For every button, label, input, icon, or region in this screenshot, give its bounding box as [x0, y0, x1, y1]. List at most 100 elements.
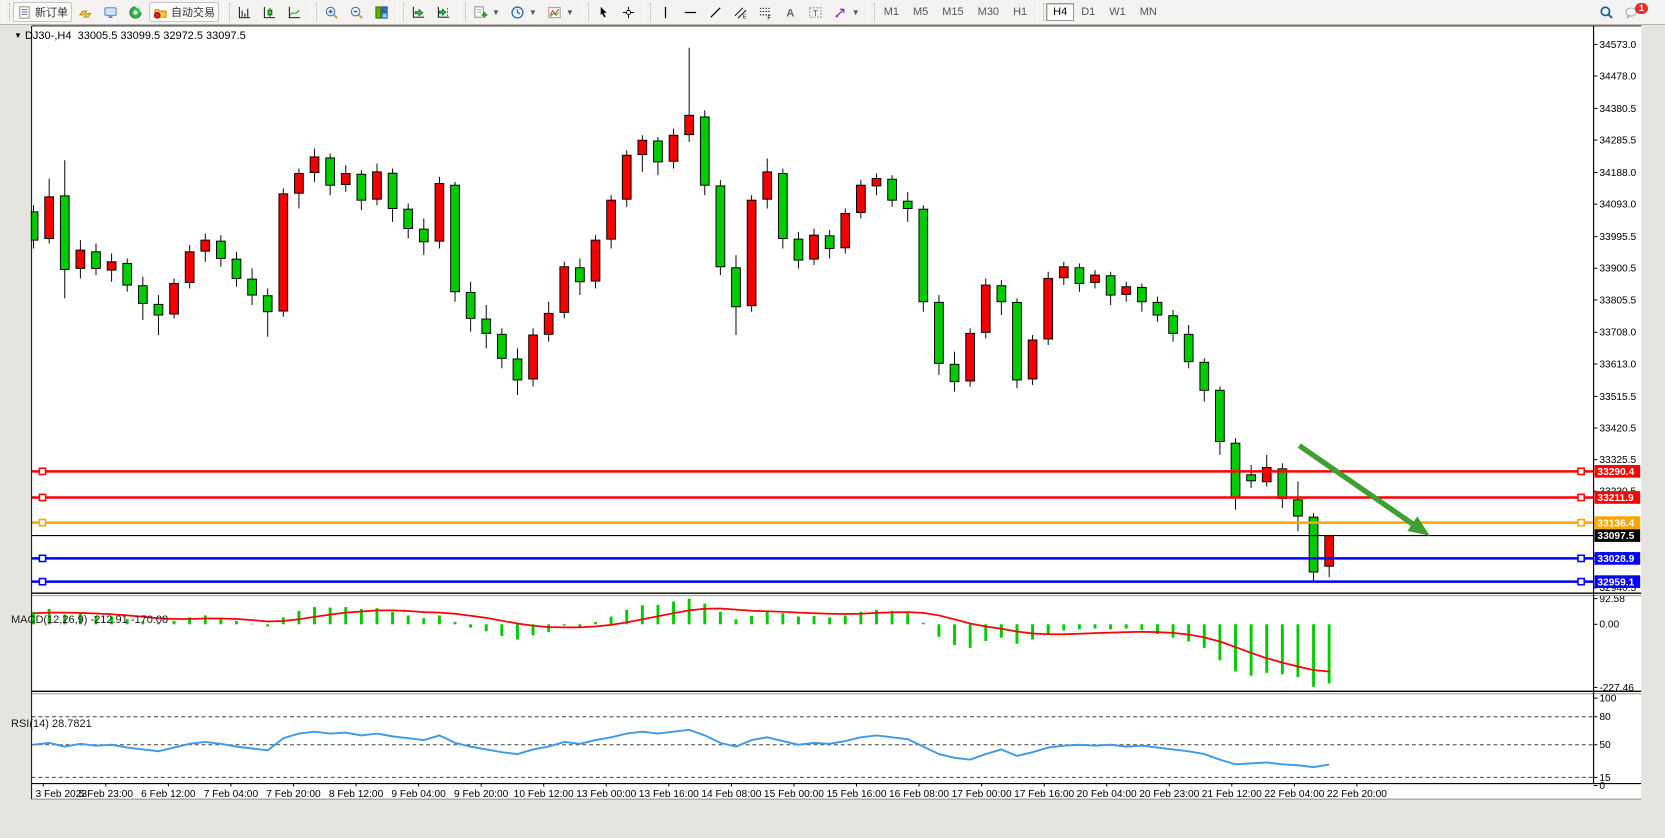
line-chart-button[interactable]: [283, 3, 306, 22]
dropdown-arrow-icon[interactable]: ▼: [528, 7, 537, 17]
candle-body: [715, 185, 726, 268]
line-handle[interactable]: [38, 554, 47, 563]
line-handle[interactable]: [1577, 493, 1586, 502]
candle-body: [216, 240, 226, 259]
svg-text:7 Feb 20:00: 7 Feb 20:00: [266, 789, 321, 800]
collapse-icon[interactable]: ▼: [14, 31, 22, 40]
horizontal-line-button[interactable]: [679, 3, 702, 22]
trend-arrow[interactable]: [1297, 443, 1430, 536]
svg-text:33708.0: 33708.0: [1599, 328, 1636, 339]
candle-body: [575, 267, 585, 283]
autotrading-button[interactable]: 自动交易: [149, 2, 219, 22]
candle-body: [996, 285, 1007, 303]
cursor-button[interactable]: [592, 3, 615, 22]
line-handle[interactable]: [1577, 577, 1586, 586]
timeframe-m5-button[interactable]: M5: [912, 6, 929, 18]
candlestick-chart-button[interactable]: [258, 3, 281, 22]
candle-body: [684, 114, 695, 136]
candle-body: [1215, 389, 1225, 443]
gold-icon: [78, 10, 92, 18]
crosshair-icon: [622, 6, 634, 18]
deposit-button[interactable]: [74, 3, 97, 22]
chart-window: 34573.0 34478.0 34380.5 34285.5 34188.0 34093…: [0, 24, 1665, 838]
vertical-line-button[interactable]: [654, 3, 677, 22]
candle-body: [496, 333, 507, 359]
timeframe-d1-button[interactable]: D1: [1081, 6, 1096, 18]
dropdown-arrow-icon[interactable]: ▼: [492, 7, 500, 17]
svg-text:A: A: [786, 7, 794, 19]
timeframe-m1-button[interactable]: M1: [883, 6, 899, 18]
periods-button[interactable]: ▼: [506, 3, 541, 22]
signals-button[interactable]: [124, 3, 147, 22]
line-handle[interactable]: [1577, 554, 1586, 563]
dropdown-arrow-icon[interactable]: ▼: [565, 7, 574, 17]
timeframe-h1-button[interactable]: H1: [1013, 6, 1028, 18]
search-button[interactable]: [1595, 3, 1618, 22]
new-chart-button[interactable]: ▼: [469, 3, 504, 22]
notifications-button[interactable]: 1: [1620, 2, 1659, 22]
svg-text:0.00: 0.00: [1599, 620, 1619, 631]
timeframe-h4-button[interactable]: H4: [1046, 3, 1075, 21]
trendline-button[interactable]: [704, 3, 727, 22]
dropdown-arrow-icon[interactable]: ▼: [851, 7, 860, 17]
timeframe-m30-button[interactable]: M30: [977, 6, 1000, 18]
fibonacci-icon: F: [759, 7, 771, 20]
svg-text:33325.5: 33325.5: [1599, 455, 1636, 466]
svg-text:T: T: [813, 8, 818, 17]
candle-body: [340, 173, 351, 186]
zoom-out-button[interactable]: [345, 3, 368, 22]
zoom-in-icon: [325, 6, 338, 19]
toolbar-separator: [223, 3, 230, 21]
candle-body: [387, 172, 398, 209]
autotrading-icon: [153, 8, 167, 19]
line-handle[interactable]: [38, 493, 47, 502]
macd-indicator-label: MACD(12,26,9) -212.91 -170.08: [11, 614, 169, 626]
chart-shift-button[interactable]: [432, 3, 455, 22]
trendline-icon: [710, 6, 721, 18]
toolbar-separator: [310, 3, 317, 21]
line-handle[interactable]: [1577, 467, 1586, 476]
ohlc-values: 33005.5 33099.5 32972.5 33097.5: [77, 30, 246, 42]
line-handle[interactable]: [38, 518, 47, 527]
candle-body: [122, 262, 133, 286]
text-button[interactable]: A: [779, 3, 802, 22]
candle-body: [1183, 333, 1194, 363]
timeframe-mn-button[interactable]: MN: [1139, 6, 1157, 18]
candlestick-series: [28, 47, 1335, 582]
rsi-line: [33, 728, 1330, 769]
timeframe-m15-button[interactable]: M15: [942, 6, 964, 18]
arrow-head-icon: [1407, 516, 1430, 536]
text-label-button[interactable]: T: [804, 3, 827, 22]
line-handle[interactable]: [38, 577, 47, 586]
candle-body: [1199, 361, 1210, 391]
candle-body: [481, 318, 492, 334]
new-order-icon: [19, 5, 30, 19]
zoom-in-button[interactable]: [320, 3, 343, 22]
candle-body: [137, 285, 148, 304]
auto-scroll-button[interactable]: [407, 3, 430, 22]
fibonacci-button[interactable]: F: [754, 3, 777, 22]
candle-body: [231, 258, 242, 279]
price-tag: [1594, 465, 1641, 478]
tile-windows-button[interactable]: [370, 3, 393, 22]
svg-text:33900.5: 33900.5: [1599, 264, 1636, 275]
line-handle[interactable]: [1577, 518, 1586, 527]
svg-text:0: 0: [1599, 781, 1605, 792]
svg-text:6 Feb 12:00: 6 Feb 12:00: [141, 789, 196, 800]
svg-text:13 Feb 16:00: 13 Feb 16:00: [639, 789, 699, 800]
rsi-indicator-label: RSI(14) 28.7821: [11, 718, 92, 730]
vps-button[interactable]: [99, 3, 122, 22]
candle-body: [153, 303, 164, 316]
indicators-button[interactable]: ▼: [543, 3, 578, 22]
candle-body: [543, 312, 554, 335]
candle-body: [887, 178, 897, 201]
equidistant-channel-button[interactable]: E: [729, 3, 752, 22]
new-order-button[interactable]: 新订单: [13, 2, 72, 22]
line-handle[interactable]: [38, 467, 47, 476]
bar-chart-button[interactable]: [233, 3, 256, 22]
arrows-button[interactable]: ▼: [829, 3, 864, 22]
crosshair-button[interactable]: [617, 3, 640, 22]
timeframe-w1-button[interactable]: W1: [1109, 6, 1126, 18]
vps-icon: [104, 6, 117, 18]
svg-text:20 Feb 04:00: 20 Feb 04:00: [1077, 789, 1137, 800]
